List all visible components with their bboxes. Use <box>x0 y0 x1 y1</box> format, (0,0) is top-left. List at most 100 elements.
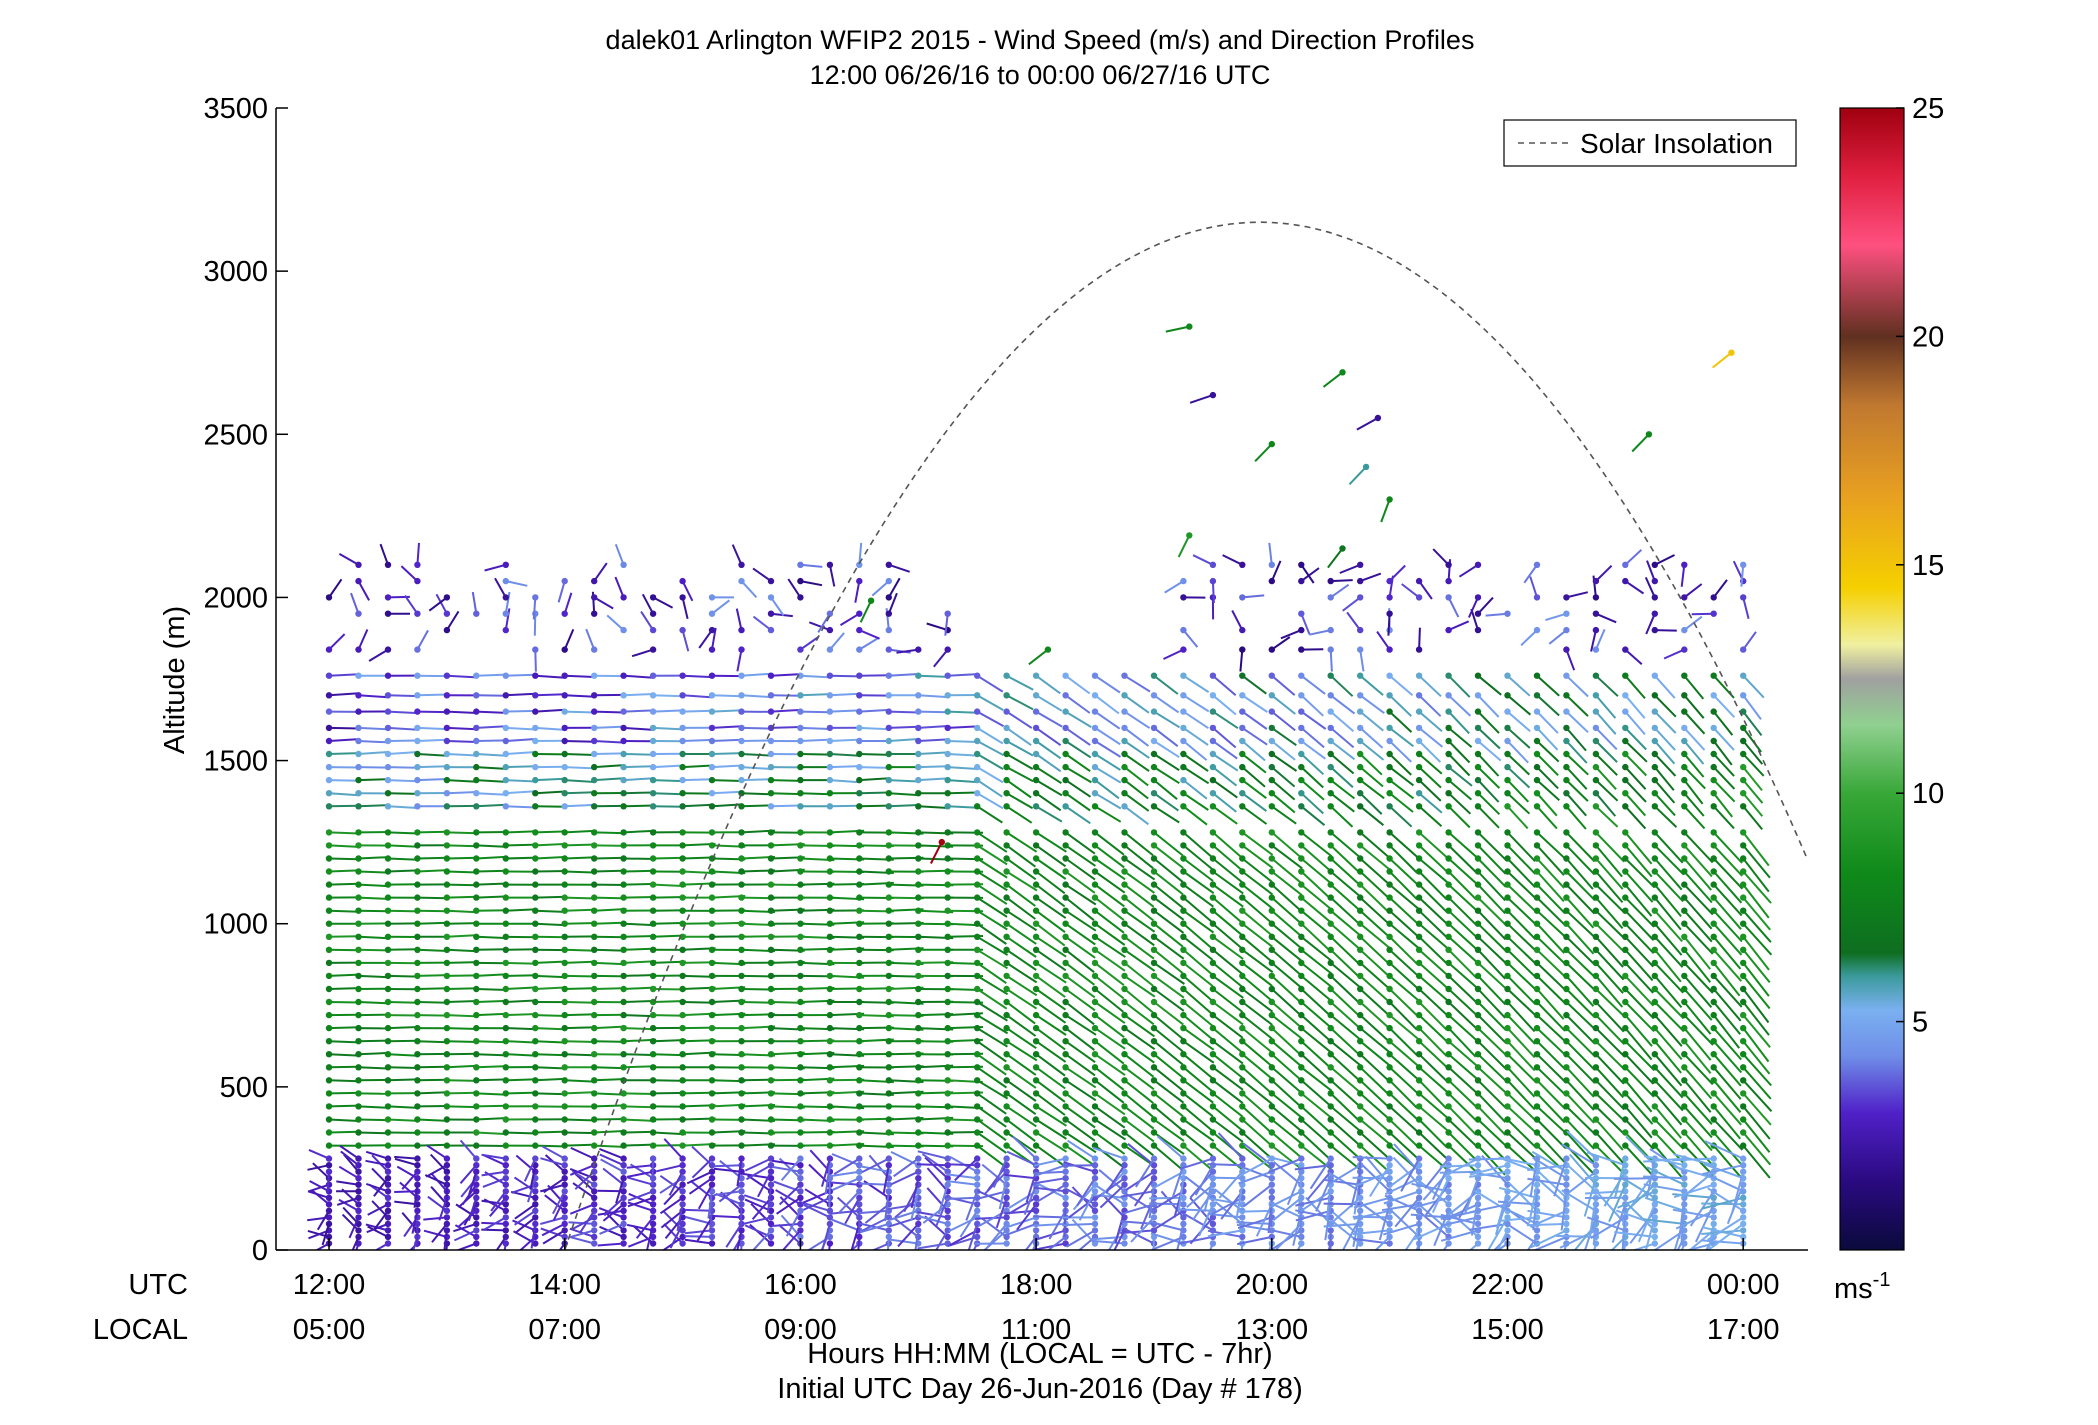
wind-barb-shaft <box>1153 1001 1184 1026</box>
wind-barb-shaft <box>1712 1001 1741 1035</box>
wind-barb-shaft <box>1447 936 1479 964</box>
wind-barb-point <box>738 1227 745 1234</box>
wind-barb-shaft <box>1192 1190 1214 1221</box>
wind-barb-point <box>797 1064 804 1071</box>
wind-barb-shaft <box>1094 1105 1126 1129</box>
wind-barb-point <box>944 672 951 679</box>
wind-barb-point <box>355 907 362 914</box>
wind-barb-shaft <box>720 1191 743 1212</box>
wind-barb-point <box>1357 1077 1364 1084</box>
wind-barb-point <box>856 672 863 679</box>
wind-barb-point <box>620 946 627 953</box>
wind-barb-point <box>1710 829 1717 836</box>
wind-barb-shaft <box>1016 1203 1037 1231</box>
wind-barb-point <box>826 920 834 927</box>
wind-barb-shaft <box>1065 975 1096 999</box>
wind-barb-shaft <box>1033 1157 1066 1167</box>
wind-barb-point <box>738 646 745 653</box>
wind-barb-shaft <box>1387 613 1391 636</box>
wind-barb-point <box>1062 803 1069 810</box>
wind-barb-shaft <box>1096 1185 1126 1206</box>
wind-barb-point <box>414 985 421 993</box>
wind-barb-point <box>502 1233 509 1241</box>
wind-barb-point <box>1563 933 1570 940</box>
wind-barb-shaft <box>682 764 713 769</box>
wind-barb-point <box>1681 985 1688 993</box>
wind-barb-point <box>738 1064 745 1071</box>
wind-barb-point <box>767 610 775 617</box>
wind-barb-point <box>414 868 421 875</box>
wind-barb-point <box>1445 1090 1452 1097</box>
wind-barb-point <box>1504 763 1511 771</box>
wind-barb-point <box>679 750 686 758</box>
wind-barb-point <box>915 1227 922 1234</box>
wind-barb-point <box>325 1011 333 1019</box>
wind-barb-point <box>1209 577 1217 585</box>
wind-barb-shaft <box>1418 580 1433 600</box>
wind-barb-point <box>1357 626 1364 634</box>
wind-barb-shaft <box>1048 1210 1067 1240</box>
wind-barb-point <box>1592 1051 1600 1058</box>
wind-barb-shaft <box>1300 1040 1331 1068</box>
wind-barb-point <box>502 561 509 568</box>
wind-barb-shaft <box>1536 727 1559 751</box>
wind-barb-shaft <box>1035 1118 1067 1140</box>
wind-barb-shaft <box>1241 936 1272 962</box>
wind-barb-point <box>738 724 745 732</box>
wind-barb-shaft <box>387 739 419 742</box>
wind-barb-point <box>591 1155 598 1162</box>
wind-barb-shaft <box>1359 694 1385 715</box>
wind-barb-point <box>1357 803 1364 810</box>
wind-barb-shaft <box>358 974 389 979</box>
wind-barb-point <box>1003 1168 1010 1175</box>
wind-barb-shaft <box>888 563 911 573</box>
wind-barb-point <box>355 692 362 699</box>
wind-barb-point <box>1622 1064 1629 1071</box>
wind-barb-shaft <box>623 777 654 782</box>
wind-barb-shaft <box>1654 792 1676 817</box>
wind-barb-shaft <box>1212 962 1243 988</box>
wind-barb-shaft <box>1241 1092 1272 1120</box>
wind-barb-point <box>885 998 892 1006</box>
wind-barb-point <box>1504 855 1511 862</box>
wind-barb-point <box>414 1051 421 1058</box>
wind-barb-point <box>384 1011 392 1019</box>
wind-barb-point <box>649 1064 657 1071</box>
wind-barb-shaft <box>505 805 536 809</box>
wind-barb-point <box>1209 1142 1217 1149</box>
wind-barb-point <box>384 1188 392 1195</box>
wind-barb-point <box>1710 933 1717 940</box>
wind-barb-point <box>1298 868 1305 875</box>
wind-barb-point <box>738 1129 745 1136</box>
wind-barb-shaft <box>1286 1171 1303 1206</box>
wind-barb-point <box>1091 1129 1099 1136</box>
wind-barb-point <box>649 763 657 771</box>
wind-barb-point <box>1268 672 1276 679</box>
wind-barb-shaft <box>800 726 831 730</box>
wind-barb-point <box>1180 894 1187 901</box>
wind-barb-shaft <box>394 1157 418 1167</box>
wind-barb-shaft <box>373 1177 389 1197</box>
wind-barb-point <box>1710 776 1717 784</box>
wind-barb-shaft <box>476 1040 508 1044</box>
wind-barb-shaft <box>1153 766 1180 785</box>
wind-barb-point <box>1062 1064 1069 1071</box>
wind-barb-shaft <box>569 1235 595 1245</box>
wind-barb-point <box>1150 708 1158 715</box>
wind-barb-shaft <box>387 1039 419 1043</box>
wind-barb-shaft <box>1418 1118 1448 1149</box>
wind-barb-shaft <box>416 629 429 651</box>
wind-barb-point <box>1563 790 1570 797</box>
wind-barb-point <box>1622 737 1629 745</box>
wind-barb-shaft <box>1418 727 1444 748</box>
wind-barb-shaft <box>387 805 418 809</box>
wind-barb-shaft <box>446 740 477 743</box>
wind-barb-point <box>1474 1162 1482 1169</box>
wind-barb-point <box>974 790 981 797</box>
wind-barb-shaft <box>896 648 919 654</box>
wind-barb-point <box>1209 1090 1217 1097</box>
wind-barb-shaft <box>505 580 528 587</box>
wind-barb-shaft <box>1683 949 1712 983</box>
wind-barb-point <box>1327 672 1334 679</box>
wind-barb-point <box>974 1051 981 1058</box>
